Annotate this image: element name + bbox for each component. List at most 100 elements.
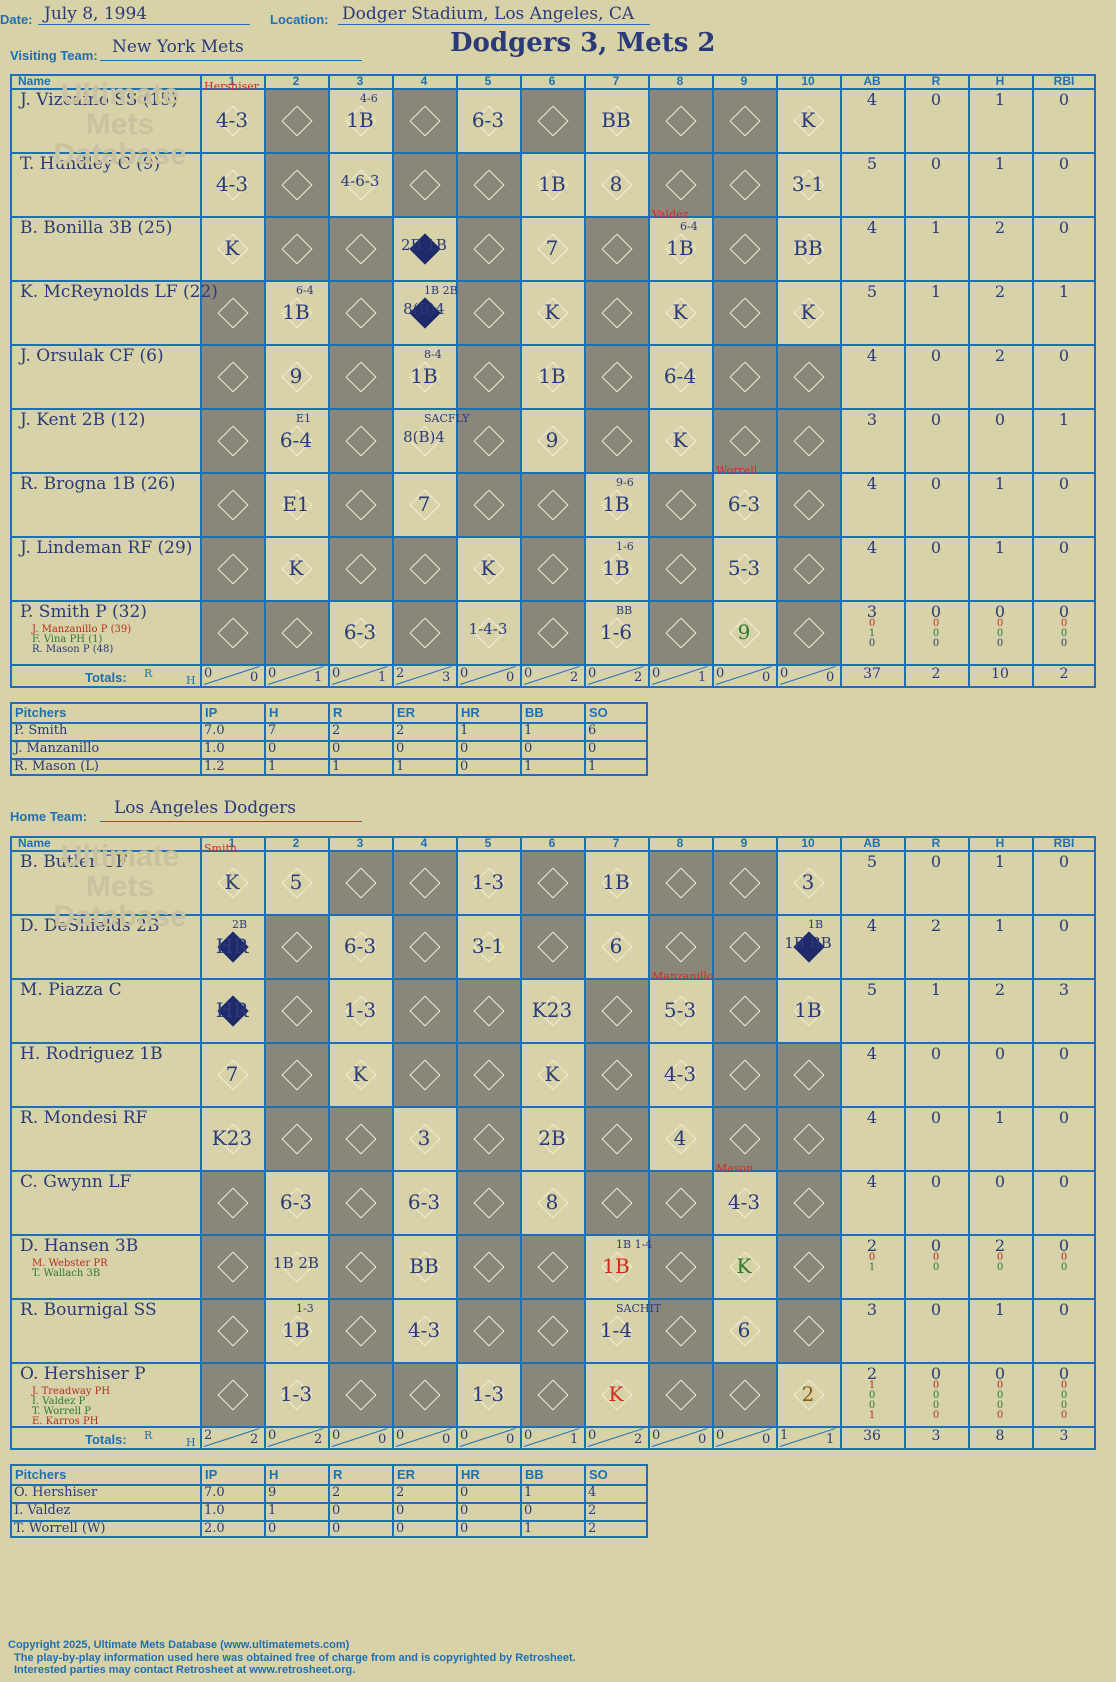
batter-rbi: 1 [1058,282,1070,301]
empty-inning-cell [264,600,328,664]
grid-line [456,1464,458,1538]
grid-line [10,1170,1096,1172]
inning-hits: 0 [506,670,515,685]
grid-line [584,1464,586,1538]
inning-hits: 2 [250,1432,259,1447]
grid-line [10,850,1096,852]
inning-header: 6 [548,74,556,88]
home-grid-border [10,836,1096,1450]
play-note: 1B 1-4 [616,1238,653,1251]
inning-hits: 0 [762,670,771,685]
stat-header: AB [863,74,881,88]
play-result: 1-4-3 [468,620,508,638]
pitcher-stat: 4 [588,1485,597,1500]
empty-inning-cell [328,344,392,408]
batter-h: 0 [994,1044,1006,1063]
batter-h: 2 [994,980,1006,999]
play-result: K [544,300,560,324]
batter-name: B. Bonilla 3B (25) [20,218,173,238]
play-result: 7 [545,236,559,260]
empty-inning-cell [712,408,776,472]
pitcher-stat: 1 [332,759,341,774]
pitching-change-note: Manzanillo [652,970,714,983]
batter-ab: 4 [866,1108,878,1127]
pitcher-stat: 0 [268,741,277,756]
batter-r: 0 [932,1410,940,1421]
inning-runs: 0 [396,1428,405,1443]
pitcher-stat: 0 [460,759,469,774]
grid-line [10,1426,1096,1428]
team-total: 10 [991,666,1009,682]
watermark-logo: Database [53,138,187,171]
empty-inning-cell [200,472,264,536]
visiting-team-label: Visiting Team: [10,48,98,63]
substitute-name: M. Webster PR [32,1258,108,1269]
empty-inning-cell [712,1106,776,1170]
empty-inning-cell [328,536,392,600]
pitcher-name: I. Valdez [14,1503,71,1518]
empty-inning-cell [200,280,264,344]
inning-runs: 0 [268,1428,277,1443]
inning-hits: 2 [314,1432,323,1447]
inning-runs: 0 [652,1428,661,1443]
play-result: 1B [282,1318,310,1342]
empty-inning-cell [456,1106,520,1170]
batter-ab: 2 [866,1236,878,1255]
inning-hits: 0 [506,1432,515,1447]
play-note: 1-6 [616,540,634,553]
play-result: 8(B)4 [403,300,445,318]
play-result: 1-6 [599,620,633,644]
play-result: 4-3 [215,172,249,196]
name-column-header: Name [18,836,51,850]
batter-h: 0 [996,1410,1004,1421]
batter-name: J. Kent 2B (12) [20,410,146,430]
inning-hits: 0 [442,1432,451,1447]
team-total: 2 [1059,666,1069,682]
play-result: BB [601,108,631,132]
batter-ab: 5 [866,852,878,871]
empty-inning-cell [648,1170,712,1234]
play-result: 7 [417,492,431,516]
batter-name: J. Vizcaino SS (15) [20,90,178,110]
play-result: 8(B)4 [403,428,445,446]
grid-line [10,664,1096,666]
batter-name: D. DeShields 2B [20,916,160,936]
batter-name: J. Lindeman RF (29) [20,538,193,558]
play-result: 6-3 [343,620,377,644]
batter-r: 0 [932,1380,940,1391]
inning-hits: 2 [634,1432,643,1447]
play-result: 5 [289,870,303,894]
empty-inning-cell [456,1234,520,1298]
empty-inning-cell [456,216,520,280]
empty-inning-cell [776,600,840,664]
play-result: 2B 1B [401,236,447,254]
inning-header: 9 [740,74,748,88]
batter-r: 0 [932,618,940,629]
empty-inning-cell [776,1170,840,1234]
batter-r: 0 [930,1108,942,1127]
pitcher-name: T. Worrell (W) [14,1521,106,1536]
grid-line [200,1464,202,1538]
empty-inning-cell [776,1106,840,1170]
pitching-change-note: Mason [716,1162,754,1175]
play-note: 1-3 [296,1302,314,1315]
empty-inning-cell [328,1298,392,1362]
grid-line [264,702,266,776]
grid-line [10,280,1096,282]
batter-rbi: 0 [1058,154,1070,173]
play-result: 4 [673,1126,687,1150]
inning-runs: 1 [780,1428,789,1443]
play-result: K [800,300,816,324]
batter-rbi: 0 [1060,1400,1068,1411]
team-total: 3 [931,1428,941,1444]
batter-rbi: 0 [1058,1236,1070,1255]
batter-ab: 0 [868,618,876,629]
inning-runs: 0 [780,666,789,681]
batter-rbi: 0 [1058,1172,1070,1191]
batter-r: 0 [930,1044,942,1063]
play-result: 1B [282,300,310,324]
grid-line [10,722,648,724]
inning-header: 7 [612,836,620,850]
pitcher-stat: 2 [396,1485,405,1500]
batter-ab: 1 [868,1410,876,1421]
